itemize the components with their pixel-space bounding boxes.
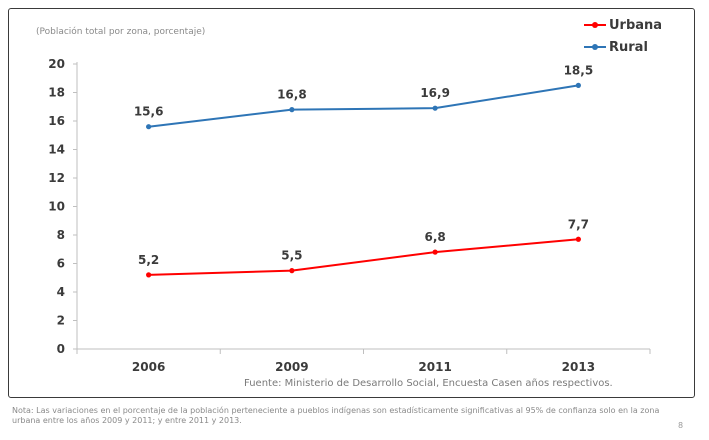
series-line-urbana: [148, 238, 579, 276]
chart-subtitle: (Población total por zona, porcentaje): [36, 27, 206, 37]
legend-item-rural: Rural: [584, 36, 662, 58]
y-tick-label: 4: [57, 285, 65, 299]
page-number: 8: [678, 421, 684, 430]
data-point-urbana: [289, 268, 295, 274]
data-label-rural: 15,6: [134, 105, 164, 119]
series-line-rural: [148, 84, 579, 128]
y-tick-label: 14: [48, 143, 65, 157]
legend-label-rural: Rural: [609, 39, 648, 55]
chart-frame: [8, 8, 695, 398]
legend-swatch-urbana: [584, 22, 606, 28]
data-label-urbana: 6,8: [424, 230, 445, 244]
data-point-urbana: [575, 236, 581, 242]
y-tick-label: 10: [48, 200, 65, 214]
legend-item-urbana: Urbana: [584, 14, 662, 36]
y-tick-label: 0: [57, 342, 65, 356]
data-point-rural: [432, 105, 438, 111]
data-label-rural: 16,8: [277, 88, 307, 102]
y-tick-label: 8: [57, 228, 65, 242]
data-label-rural: 18,5: [564, 63, 594, 77]
chart-source: Fuente: Ministerio de Desarrollo Social,…: [244, 378, 613, 389]
data-point-urbana: [432, 249, 438, 255]
y-tick-label: 6: [57, 257, 65, 271]
y-tick-label: 2: [57, 314, 65, 328]
legend-swatch-rural: [584, 44, 606, 50]
data-label-urbana: 5,2: [138, 253, 159, 267]
data-label-rural: 16,9: [420, 86, 450, 100]
legend-label-urbana: Urbana: [609, 17, 663, 33]
data-point-urbana: [146, 272, 152, 278]
y-tick-label: 18: [48, 86, 65, 100]
y-tick-label: 16: [48, 114, 65, 128]
chart-note: Nota: Las variaciones en el porcentaje d…: [12, 406, 660, 425]
data-point-rural: [146, 124, 152, 130]
data-point-rural: [575, 82, 581, 88]
y-tick-label: 20: [48, 57, 65, 71]
x-tick-label: 2011: [418, 360, 451, 374]
x-tick-label: 2006: [132, 360, 165, 374]
y-tick-label: 12: [48, 171, 65, 185]
data-label-urbana: 5,5: [281, 249, 302, 263]
data-point-rural: [289, 107, 295, 113]
chart-legend: Urbana Rural: [584, 14, 662, 58]
data-label-urbana: 7,7: [568, 217, 589, 231]
x-tick-label: 2013: [562, 360, 595, 374]
x-tick-label: 2009: [275, 360, 308, 374]
